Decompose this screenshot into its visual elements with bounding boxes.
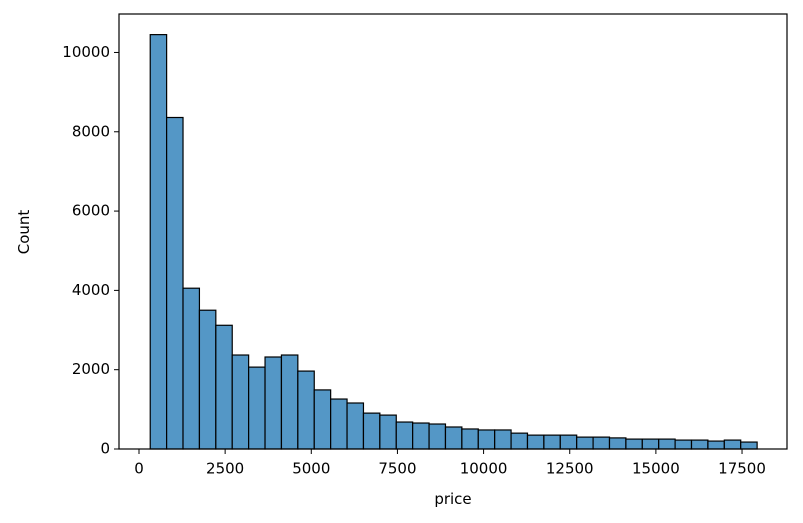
bar: [576, 436, 594, 450]
y-tick-label: 8000: [72, 122, 110, 140]
bar: [658, 438, 676, 450]
y-tick-label: 4000: [72, 281, 110, 299]
y-tick-label: 6000: [72, 202, 110, 220]
bar: [641, 438, 660, 450]
y-axis-label: Count: [15, 210, 33, 255]
bar: [412, 422, 430, 450]
y-tick-label: 0: [100, 440, 110, 458]
x-tick-label: 7500: [378, 460, 416, 478]
bar: [674, 439, 693, 450]
bar: [297, 370, 315, 450]
x-axis-label: price: [434, 490, 471, 508]
bar: [395, 421, 414, 450]
bar: [330, 398, 348, 450]
bar: [248, 366, 266, 450]
bar: [428, 423, 447, 450]
bar: [215, 324, 233, 450]
bar: [461, 428, 479, 450]
x-tick-label: 10000: [460, 460, 508, 478]
bar: [526, 434, 545, 450]
bar: [264, 356, 283, 450]
bar: [707, 440, 725, 450]
x-tick-label: 0: [134, 460, 144, 478]
bar: [444, 426, 463, 450]
bar: [740, 441, 758, 450]
bar: [182, 287, 201, 450]
bar: [592, 436, 611, 450]
bar: [510, 432, 529, 450]
bar: [494, 429, 512, 450]
bar: [723, 439, 742, 450]
bar: [198, 309, 217, 450]
x-tick-label: 2500: [206, 460, 244, 478]
bar: [346, 402, 365, 450]
bar: [166, 116, 184, 450]
bar: [362, 412, 381, 450]
bar: [690, 439, 709, 450]
x-tick-label: 15000: [632, 460, 680, 478]
bar: [313, 389, 332, 450]
bar: [477, 429, 496, 450]
bar: [280, 354, 299, 450]
bar: [543, 434, 561, 450]
x-tick-label: 5000: [292, 460, 330, 478]
bar: [379, 414, 397, 450]
x-tick-label: 12500: [546, 460, 594, 478]
bar: [559, 434, 578, 450]
y-tick-label: 10000: [62, 43, 110, 61]
bar: [608, 437, 627, 450]
x-tick-label: 17500: [718, 460, 766, 478]
y-tick-label: 2000: [72, 360, 110, 378]
bar: [149, 34, 168, 450]
bar: [231, 354, 250, 450]
bar: [625, 438, 643, 450]
plot-frame: [118, 13, 788, 450]
